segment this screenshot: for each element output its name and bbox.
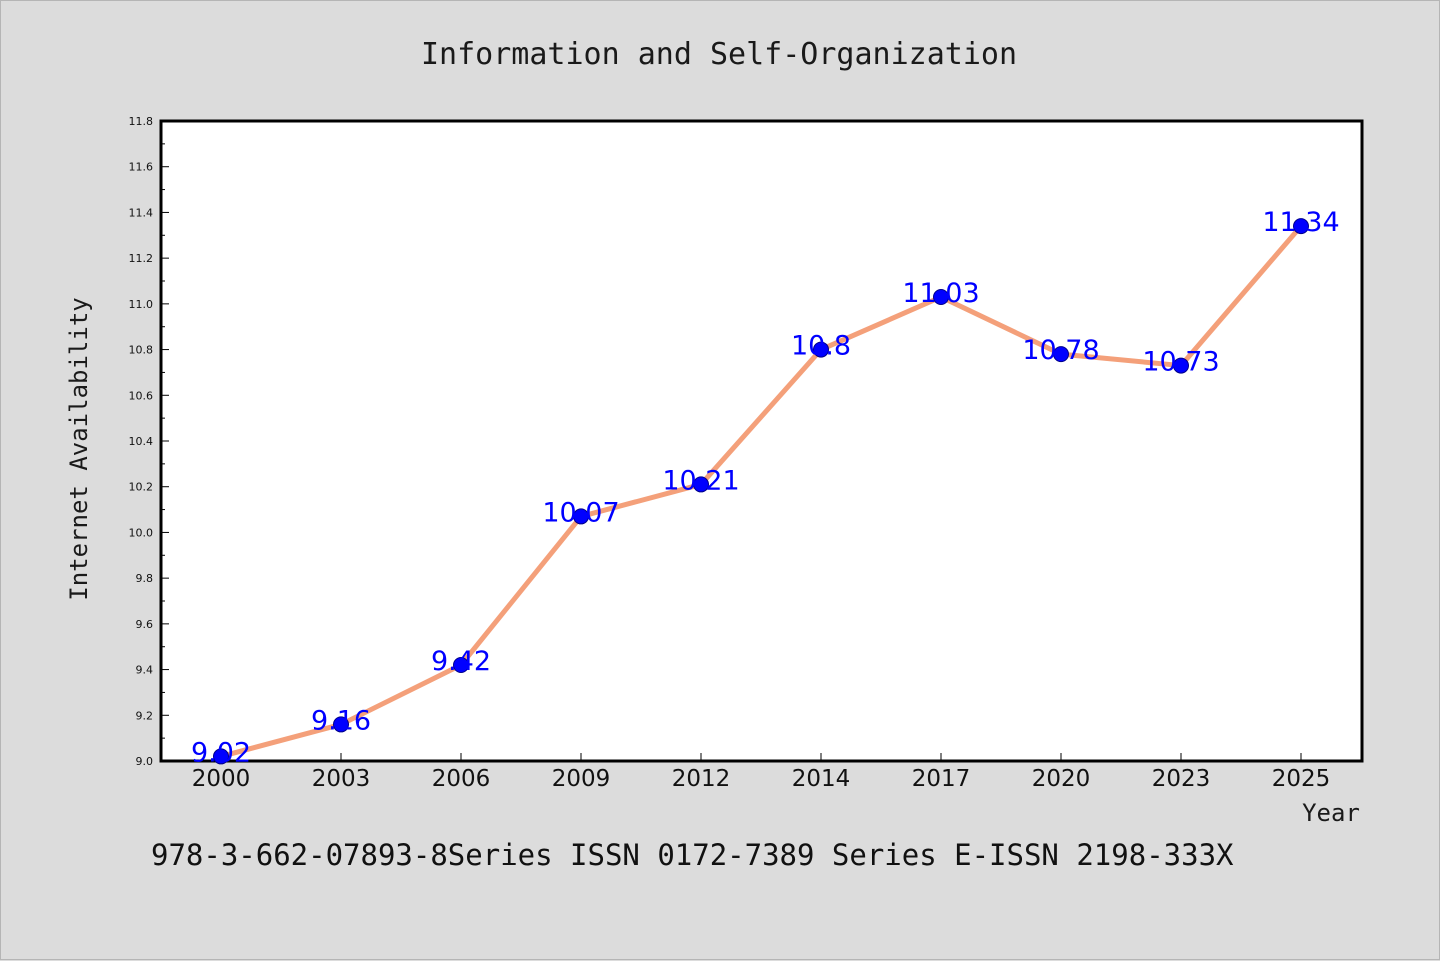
x-axis-label: Year [1302, 799, 1360, 827]
data-point-marker [1293, 218, 1309, 235]
data-label: 9.42 [431, 646, 491, 677]
y-tick-label: 11.2 [129, 252, 154, 265]
y-tick-label: 10.2 [129, 481, 154, 494]
x-tick-label: 2009 [552, 766, 611, 792]
data-point-marker [933, 289, 949, 305]
data-label: 11.03 [902, 278, 979, 309]
y-tick-label: 9.2 [136, 709, 154, 722]
y-axis-label: Internet Availability [65, 297, 93, 600]
plot-area [159, 119, 1364, 763]
x-tick-label: 2017 [912, 766, 971, 792]
y-tick-label: 9.0 [136, 755, 154, 768]
data-point-marker [1173, 357, 1189, 374]
data-point-marker [1053, 346, 1069, 363]
data-label: 10.73 [1142, 347, 1219, 378]
x-tick-label: 2012 [672, 766, 731, 792]
data-label: 10.78 [1022, 335, 1099, 366]
x-tick-label: 2020 [1032, 766, 1091, 792]
data-point-marker [213, 748, 229, 765]
data-label: 9.16 [311, 705, 371, 736]
y-tick-label: 10.0 [129, 526, 154, 539]
data-label: 11.34 [1262, 207, 1339, 238]
y-tick-label: 11.8 [129, 115, 154, 128]
data-label: 10.07 [542, 497, 619, 528]
x-tick-label: 2003 [312, 766, 371, 792]
y-tick-label: 11.0 [129, 298, 154, 311]
chart-title: Information and Self-Organization [421, 37, 1017, 72]
x-tick-label: 2000 [192, 766, 251, 792]
x-axis: 2000 2003 2006 2009 2012 2014 2017 2020 2023 2025 [192, 753, 1331, 792]
data-point-marker [813, 341, 829, 358]
y-tick-label: 10.8 [129, 344, 154, 357]
footer-isbn-text: 978-3-662-07893-8Series ISSN 0172-7389 S… [151, 838, 1234, 872]
data-point-marker [573, 508, 589, 525]
y-tick-label: 9.6 [136, 618, 154, 631]
data-point-marker [453, 657, 469, 673]
series-group: 9.02 9.16 9.42 10.07 10.21 10.8 11.03 10.78 10.7… [191, 207, 1340, 768]
data-label: 10.8 [791, 331, 851, 362]
x-tick-label: 2006 [432, 766, 491, 792]
y-tick-label: 9.4 [136, 664, 154, 677]
y-tick-label: 11.4 [129, 206, 154, 219]
x-tick-label: 2025 [1272, 766, 1331, 792]
y-tick-label: 9.8 [136, 572, 154, 585]
y-tick-label: 10.6 [129, 389, 154, 402]
y-tick-label: 10.4 [129, 435, 154, 448]
series-line [218, 223, 1304, 759]
y-tick-label: 11.6 [129, 161, 154, 174]
data-point-marker [333, 716, 349, 733]
x-tick-label: 2023 [1152, 766, 1211, 792]
x-tick-label: 2014 [792, 766, 851, 792]
data-point-marker [693, 476, 709, 493]
y-axis: 9.0 9.2 9.4 9.6 9.8 10.0 10.2 10.4 10.6 10.8 11.0 1… [129, 115, 169, 768]
data-label: 10.21 [662, 465, 739, 496]
data-label: 9.02 [191, 737, 251, 768]
